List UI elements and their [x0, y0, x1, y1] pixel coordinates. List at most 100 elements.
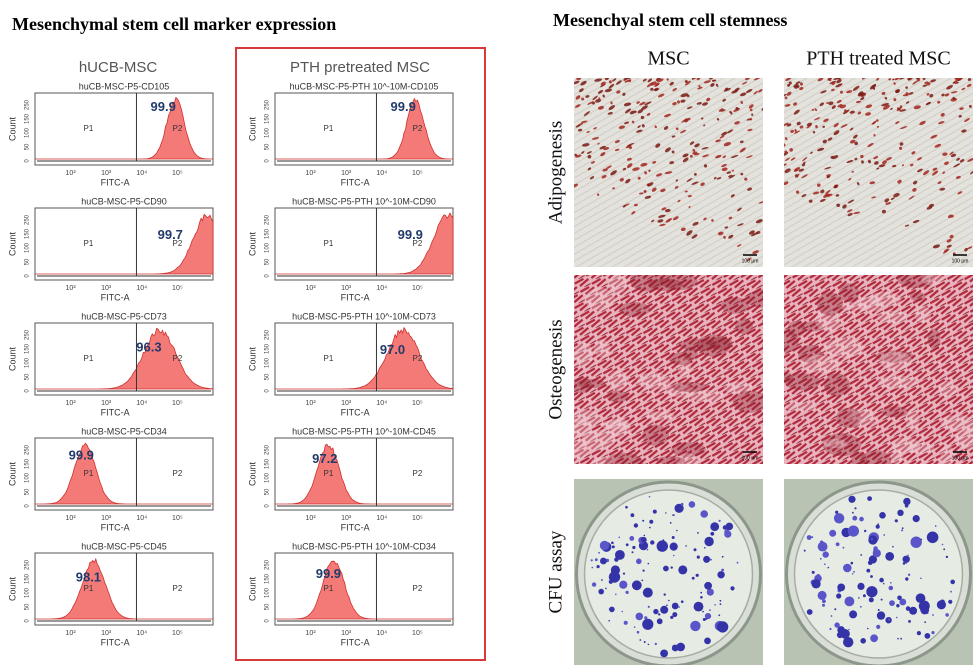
stain	[688, 205, 691, 209]
stain	[640, 115, 645, 120]
stain	[793, 102, 798, 106]
stain	[674, 185, 679, 189]
micrograph: 100 μm	[784, 275, 973, 464]
x-tick-label: 10³	[341, 630, 352, 637]
colony	[920, 538, 923, 541]
stain	[881, 209, 886, 214]
colony	[847, 525, 860, 537]
colony	[904, 503, 909, 508]
colony	[648, 495, 651, 498]
stain	[637, 176, 641, 180]
colony	[642, 618, 654, 630]
y-tick-label: 0	[265, 159, 271, 163]
y-axis-label: Count	[247, 347, 257, 372]
y-tick-label: 250	[265, 99, 271, 110]
colony	[945, 613, 949, 617]
x-tick-label: 10⁴	[136, 285, 147, 292]
stain	[597, 105, 605, 110]
stain	[959, 107, 964, 110]
stain	[575, 95, 581, 100]
stain	[899, 146, 903, 150]
stain	[622, 205, 626, 208]
colony	[709, 609, 711, 611]
colony	[693, 548, 697, 552]
colony	[901, 529, 904, 532]
colony	[663, 565, 669, 572]
stain	[576, 78, 582, 81]
colony	[725, 522, 734, 531]
stain	[706, 97, 711, 102]
stain	[694, 143, 700, 148]
stain	[820, 189, 825, 194]
stain	[680, 99, 686, 103]
stain	[857, 111, 862, 115]
stain	[828, 78, 832, 82]
colony	[915, 593, 926, 603]
stain	[946, 85, 953, 90]
stain	[942, 152, 948, 156]
colony	[905, 562, 907, 564]
stain	[946, 239, 952, 243]
stain	[942, 171, 946, 174]
colony	[666, 604, 668, 606]
colony	[868, 597, 874, 603]
stain	[590, 161, 596, 164]
stain	[633, 203, 638, 207]
stain	[952, 96, 956, 100]
micrograph	[784, 479, 973, 665]
column-header: PTH pretreated MSC	[290, 59, 430, 76]
stain	[909, 291, 926, 302]
stain	[802, 156, 808, 162]
scale-bar: 100 μm	[952, 258, 969, 264]
stain	[911, 151, 916, 155]
stain	[785, 157, 790, 162]
colony	[608, 579, 613, 584]
stain	[794, 128, 797, 133]
stain	[876, 125, 879, 128]
stain	[831, 81, 836, 86]
stain	[873, 134, 876, 137]
stain	[723, 142, 732, 147]
stain	[861, 78, 866, 80]
percent: 99.9	[316, 566, 341, 581]
stain	[787, 320, 806, 337]
stain	[916, 78, 921, 82]
stain	[591, 456, 617, 464]
stain	[574, 183, 579, 188]
colony	[736, 561, 739, 564]
row-label: Osteogenesis	[545, 319, 566, 419]
colony	[598, 551, 600, 554]
x-axis-label: FITC-A	[341, 292, 370, 302]
stain	[793, 83, 799, 88]
colony	[867, 627, 869, 630]
stain	[861, 160, 864, 164]
y-axis-label: Count	[7, 347, 17, 372]
colony	[649, 519, 654, 524]
stain	[671, 150, 675, 154]
y-tick-label: 50	[25, 373, 31, 380]
stain	[666, 78, 669, 81]
gate-label: P1	[84, 584, 94, 593]
stain	[659, 275, 698, 291]
stain	[721, 167, 728, 172]
stain	[741, 81, 748, 85]
stain	[944, 161, 949, 165]
stain	[728, 174, 733, 178]
y-tick-label: 150	[265, 228, 271, 239]
stain	[584, 287, 616, 311]
sample-name: huCB-MSC-P5-PTH 10^-10M-CD105	[290, 81, 439, 91]
stain	[655, 173, 663, 177]
colony	[704, 637, 711, 645]
stain	[954, 78, 958, 80]
stain	[658, 214, 666, 218]
stain	[840, 90, 843, 94]
gate-label: P1	[324, 584, 334, 593]
stain	[798, 168, 805, 172]
stain	[648, 278, 683, 291]
stain	[793, 109, 800, 115]
colony	[858, 597, 860, 599]
colony	[641, 579, 644, 582]
stain	[665, 218, 672, 223]
stain	[837, 302, 867, 311]
x-tick-label: 10²	[66, 170, 77, 177]
